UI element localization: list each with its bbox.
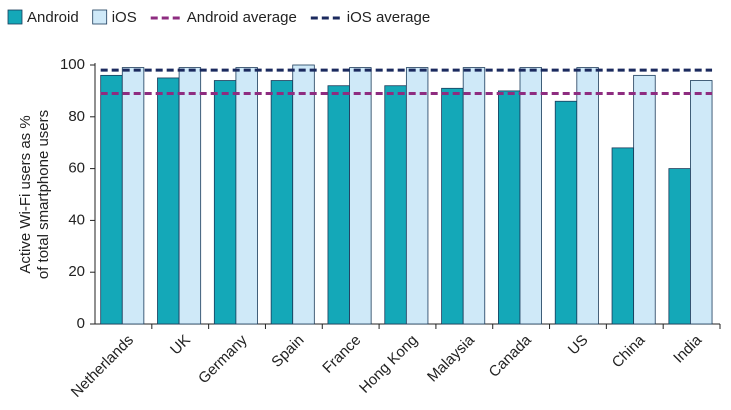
bar [554,100,578,325]
x-tick-label: Germany [195,331,251,387]
bar [498,90,521,325]
x-tick-label: US [565,332,592,359]
bar [349,67,372,325]
bar [327,85,350,325]
legend-label: Android average [187,9,297,26]
bar [441,87,464,325]
y-tick-label: 60 [68,160,85,177]
x-tick-label: China [609,331,649,371]
bar [611,147,635,325]
bar [462,67,486,325]
y-tick-label: 20 [68,263,85,280]
bar [633,74,656,325]
legend-swatch [7,9,23,25]
x-tick-label: France [319,332,364,377]
legend-label: Android [27,9,79,26]
bar [157,77,180,325]
legend-swatch [92,9,108,25]
y-axis-label: Active Wi-Fi users as % [17,115,34,273]
bar [668,168,691,325]
legend-label: iOS [112,9,137,26]
x-tick-label: Netherlands [68,332,137,401]
y-tick-label: 40 [68,211,85,228]
bar [178,67,202,325]
bar [100,74,123,325]
bar [405,67,429,325]
x-tick-label: Malaysia [424,331,478,385]
x-tick-label: Hong Kong [356,332,421,397]
bar [519,67,542,325]
bar [292,64,315,325]
x-tick-label: Spain [268,332,307,371]
x-tick-label: Canada [486,331,536,381]
y-axis-label: of total smartphone users [35,110,52,279]
x-tick-label: UK [167,332,194,359]
bar [690,80,713,325]
y-tick-label: 100 [60,56,85,73]
bar [576,67,599,325]
bar [270,80,294,325]
bar [213,80,237,325]
legend-label: iOS average [347,9,430,26]
bar [384,85,407,325]
bar [121,67,145,325]
x-tick-label: India [670,331,705,366]
y-tick-label: 80 [68,108,85,125]
bar [235,67,258,325]
y-tick-label: 0 [77,315,85,332]
